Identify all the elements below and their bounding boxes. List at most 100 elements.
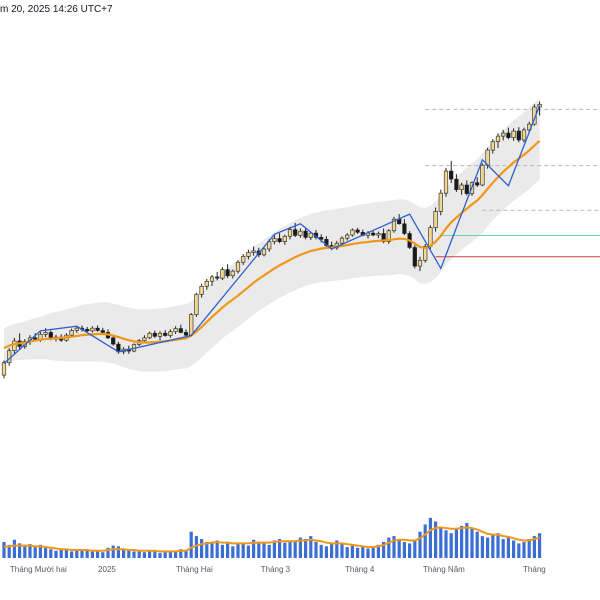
candle-body [386, 230, 391, 242]
volume-bar [236, 544, 240, 558]
candle-body [111, 337, 116, 345]
volume-bar [522, 541, 526, 558]
volume-bar [194, 536, 198, 558]
volume-bar [298, 537, 302, 558]
volume-ma-line [3, 526, 540, 553]
volume-bar [408, 543, 412, 558]
candle-body [355, 229, 360, 233]
volume-bar [361, 546, 365, 558]
x-axis-label: Tháng Năm [423, 565, 465, 574]
volume-bar [85, 549, 89, 558]
candle-body [220, 269, 225, 279]
volume-bar [28, 544, 32, 558]
candle-body [287, 229, 293, 237]
volume-bar [215, 540, 219, 558]
candle-body [43, 332, 48, 335]
volume-bar [418, 531, 422, 558]
candle-body [90, 327, 95, 332]
volume-bar [392, 536, 396, 558]
volume-bar [532, 536, 536, 558]
candle-body [235, 261, 241, 272]
volume-bar [366, 548, 370, 558]
volume-bar [454, 528, 458, 558]
candle-body [183, 332, 189, 336]
candle-body [501, 132, 506, 137]
candle-body [95, 327, 100, 331]
chart-header-timestamp: m 20, 2025 14:26 UTC+7 [0, 4, 113, 15]
candle-body [506, 132, 511, 138]
x-axis-label: 2025 [98, 565, 116, 574]
candle-body [433, 211, 438, 228]
candle-body [189, 314, 194, 336]
volume-bar [226, 541, 230, 558]
candle-body [142, 337, 147, 341]
volume-bar [7, 544, 11, 558]
candle-body [33, 337, 38, 340]
volume-bar [137, 549, 141, 558]
volume-bar [179, 549, 183, 558]
volume-bar [314, 541, 318, 558]
volume-bar [38, 544, 42, 558]
candle-body [345, 234, 350, 239]
x-axis-label: Tháng [523, 565, 546, 574]
candle-body [516, 130, 521, 141]
candle-body [521, 129, 527, 141]
volume-bar [496, 533, 500, 558]
volume-bar [371, 547, 375, 558]
candle-body [277, 238, 282, 242]
candle-body [199, 285, 204, 295]
volume-bar [319, 544, 323, 558]
candle-body [308, 232, 313, 238]
volume-bar [174, 550, 178, 558]
candle-body [417, 259, 423, 267]
x-axis-label: Tháng Hai [176, 565, 213, 574]
x-axis-label: Tháng 3 [261, 565, 291, 574]
x-axis-labels-group: Tháng Mười hai 2025 Tháng Hai Tháng 3 Tháng … [10, 565, 546, 574]
candle-body [381, 233, 386, 242]
volume-bar [220, 544, 224, 558]
candle-body [443, 170, 449, 194]
zigzag-group [3, 105, 541, 364]
volume-bar [293, 540, 297, 558]
candle-body [261, 248, 267, 256]
volume-bar [2, 541, 6, 558]
volume-bar [127, 550, 131, 558]
candle-body [293, 229, 298, 236]
candle-body [298, 230, 303, 236]
candle-body [480, 164, 485, 186]
candle-body [48, 332, 53, 339]
volume-bar [460, 525, 464, 558]
volume-bar [59, 549, 63, 558]
volume-bar [387, 537, 391, 558]
volume-bar [142, 552, 146, 558]
volume-bar [132, 551, 136, 558]
candle-body [204, 280, 209, 287]
volume-bar [324, 546, 328, 558]
volume-bar [376, 544, 380, 558]
volume-bar [350, 545, 354, 558]
volume-bar [122, 549, 126, 558]
candle-body [209, 276, 215, 282]
candle-body [230, 270, 235, 277]
candle-body [246, 252, 251, 257]
candle-body [490, 141, 495, 151]
candle-body [147, 332, 152, 339]
volume-bar [23, 546, 27, 558]
candle-body [7, 350, 12, 364]
candle-body [100, 330, 105, 333]
volume-bar [101, 552, 105, 558]
candle-body [157, 332, 163, 337]
candle-body [438, 192, 443, 212]
volume-bar [382, 541, 386, 558]
volume-bar [252, 539, 256, 558]
volume-bar [423, 524, 427, 558]
volume-bar [111, 545, 115, 558]
volume-bar [449, 533, 453, 558]
volume-bar [262, 541, 266, 558]
candle-body [282, 235, 287, 242]
candle-body [449, 170, 454, 180]
candle-body [1, 362, 7, 376]
volume-bar [345, 547, 349, 558]
candle-body [475, 182, 480, 186]
